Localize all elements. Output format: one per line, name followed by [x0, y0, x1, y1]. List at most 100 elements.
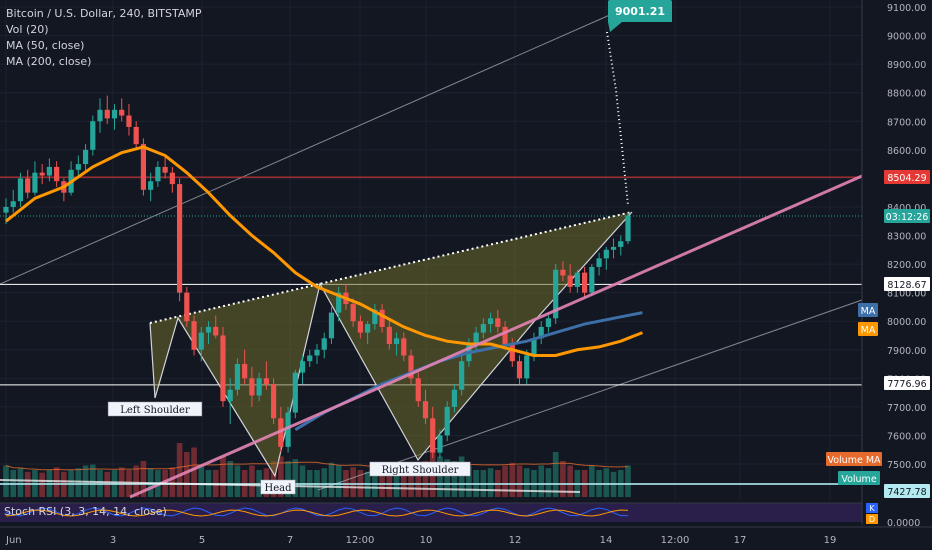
candle-body [271, 384, 277, 419]
indicator-ma200[interactable]: MA (200, close) [6, 55, 92, 68]
x-tick-label: Jun [5, 535, 22, 546]
candle-body [582, 272, 588, 293]
candle-body [104, 109, 110, 119]
candle-body [372, 309, 378, 325]
candle-body [249, 378, 255, 396]
y-tick-label: 9000.00 [887, 32, 926, 43]
annotation-label: Head [264, 483, 292, 494]
price-label-ma50: MA [861, 325, 876, 336]
candle-body [386, 326, 392, 345]
candle-body [10, 201, 16, 207]
candle-body [191, 321, 197, 350]
candle-body [75, 164, 81, 170]
volume-bar [292, 459, 299, 497]
ascending-trendline [129, 174, 863, 499]
candle-body [545, 318, 552, 327]
volume-bar [176, 443, 183, 497]
volume-bar [299, 465, 306, 497]
candle-body [227, 389, 233, 402]
stoch-d-label: D [869, 515, 875, 524]
volume-bar [234, 465, 241, 497]
price-label-level: 8128.67 [887, 280, 926, 291]
indicator-volume[interactable]: Vol (20) [6, 23, 49, 36]
candle-body [430, 418, 436, 453]
volume-bar [169, 467, 176, 497]
candle-body [365, 324, 371, 333]
volume-bar [3, 465, 9, 497]
stoch-k-marker [866, 503, 878, 513]
volume-bar [545, 468, 552, 497]
volume-bar [249, 465, 255, 497]
candle-body [140, 144, 147, 190]
stoch-d-marker [866, 514, 878, 524]
candle-body [589, 266, 595, 293]
candle-body [350, 304, 356, 322]
price-axis: 9100.00 9000.00 8900.00 8800.00 8700.00 8600.… [826, 0, 932, 550]
candle-body [531, 338, 537, 356]
y-tick-label: 8100.00 [887, 289, 926, 300]
volume-bar [17, 468, 24, 497]
candle-body [459, 361, 465, 390]
y-tick-label: 8600.00 [887, 146, 926, 157]
volume-bar [140, 461, 147, 497]
price-label-bg [858, 303, 878, 317]
candle-body [278, 418, 284, 447]
volume-bar [285, 461, 291, 497]
volume-bar [509, 462, 516, 497]
candle-body [314, 349, 320, 356]
volume-bar [415, 462, 422, 497]
candle-body [379, 309, 385, 327]
candle-body [111, 109, 118, 119]
candle-body [553, 269, 559, 319]
candle-body [538, 326, 544, 339]
annotation-box [369, 461, 471, 477]
y-tick-label: 8800.00 [887, 89, 926, 100]
candle-body [220, 335, 226, 402]
x-tick-label: 7 [287, 535, 293, 546]
candle-body [509, 344, 515, 362]
volume-bar [350, 467, 356, 497]
time-axis: Jun 3 5 7 12:00 10 12 14 12:00 17 19 [0, 526, 932, 550]
x-tick-label: 10 [420, 535, 433, 546]
y-tick-label: 7500.00 [887, 460, 926, 471]
candle-body [133, 126, 139, 145]
price-label-ma200: MA [861, 306, 876, 317]
volume-bar [603, 468, 610, 497]
candle-body [162, 166, 168, 173]
candle-body [444, 406, 450, 436]
candle-body [292, 372, 298, 413]
candle-body [39, 172, 45, 176]
volume-bar [408, 465, 414, 497]
volume-bar [220, 456, 226, 497]
volume-bar [321, 468, 328, 497]
price-label-bg [884, 170, 930, 184]
candle-body [169, 172, 175, 185]
price-label-bg [884, 209, 930, 223]
channel-lower-line [317, 299, 863, 491]
candle-body [524, 355, 530, 379]
candle-body [263, 378, 269, 385]
indicator-ma50[interactable]: MA (50, close) [6, 39, 85, 52]
time-axis-bg [0, 527, 932, 550]
x-tick-label: 12:00 [346, 535, 375, 546]
candle-body [328, 312, 335, 339]
ma50-line [5, 145, 644, 357]
candle-body [422, 401, 429, 419]
x-tick-label: 19 [824, 535, 837, 546]
volume-bar [379, 468, 385, 497]
candle-body [46, 166, 52, 176]
candle-body [97, 109, 103, 122]
price-label-bg [884, 376, 930, 390]
price-label-level: 7776.96 [887, 379, 926, 390]
candle-body [473, 332, 479, 345]
y-tick-label: 8900.00 [887, 60, 926, 71]
y-tick-label: 8200.00 [887, 260, 926, 271]
volume-bar [625, 465, 631, 497]
candle-body [437, 435, 443, 453]
target-value: 9001.21 [615, 5, 665, 18]
candle-body [307, 355, 313, 362]
candle-body [285, 412, 291, 447]
candle-body [336, 292, 342, 313]
candle-body [213, 326, 219, 336]
